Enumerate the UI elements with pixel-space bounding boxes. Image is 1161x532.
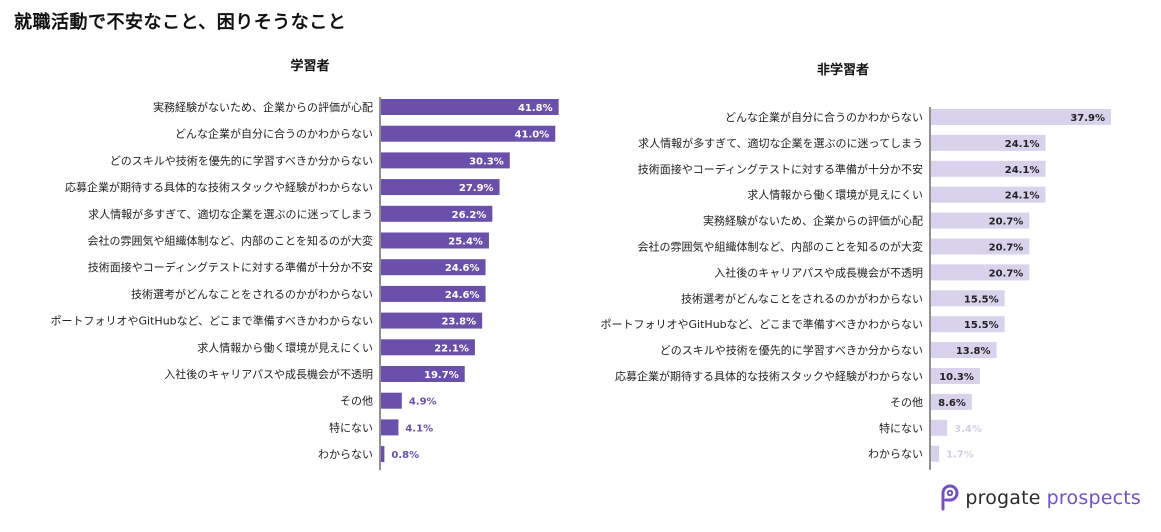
non-student-category-label: 実務経験がないため、企業からの評価が心配 bbox=[703, 214, 923, 228]
student-category-label: どのスキルや技術を優先的に学習すべきか分からない bbox=[110, 153, 373, 167]
non-student-chart-title: 非学習者 bbox=[816, 63, 869, 78]
student-bar bbox=[381, 339, 475, 356]
student-bar bbox=[381, 232, 489, 249]
student-bar bbox=[381, 446, 385, 463]
non-student-category-label: わからない bbox=[868, 448, 923, 461]
non-student-bar bbox=[931, 160, 1046, 177]
non-student-bar bbox=[931, 290, 1005, 307]
non-student-bar bbox=[931, 264, 1030, 281]
non-student-bar bbox=[931, 368, 980, 384]
non-student-value-label: 37.9% bbox=[1070, 113, 1105, 124]
brand-word-prospects: prospects bbox=[1046, 487, 1141, 509]
student-category-label: 技術選考がどんなことをされるのかがわからない bbox=[131, 287, 373, 301]
non-student-bar bbox=[931, 342, 997, 359]
student-value-label: 0.8% bbox=[391, 450, 419, 461]
student-bar bbox=[381, 366, 465, 382]
non-student-category-label: ポートフォリオやGitHubなど、どこまで準備すべきかわからない bbox=[601, 317, 923, 331]
non-student-value-label: 20.7% bbox=[989, 268, 1024, 279]
student-bar bbox=[381, 259, 486, 276]
non-student-bar bbox=[931, 238, 1030, 255]
student-value-label: 24.6% bbox=[445, 290, 480, 301]
brand-word-progate: progate bbox=[965, 487, 1041, 509]
student-value-label: 25.4% bbox=[448, 237, 483, 248]
brand-logo: progate prospects bbox=[935, 484, 1141, 512]
student-category-label: 技術面接やコーディングテストに対する準備が十分か不安 bbox=[88, 260, 373, 274]
non-student-category-label: 会社の雰囲気や組織体制など、内部のことを知るのが大変 bbox=[638, 240, 923, 254]
non-student-value-label: 1.7% bbox=[946, 450, 974, 461]
student-bar-chart: 実務経験がないため、企業からの評価が心配 41.8% どんな企業が自分に合うのかわか… bbox=[51, 97, 559, 471]
student-value-label: 26.2% bbox=[452, 210, 487, 221]
non-student-category-label: 特にない bbox=[879, 421, 923, 435]
student-value-label: 27.9% bbox=[459, 183, 494, 194]
non-student-value-label: 8.6% bbox=[938, 398, 966, 409]
student-value-label: 24.6% bbox=[445, 263, 480, 274]
student-value-label: 19.7% bbox=[424, 370, 459, 381]
student-value-label: 41.0% bbox=[515, 130, 550, 141]
student-bar bbox=[381, 125, 556, 142]
non-student-value-label: 3.4% bbox=[954, 424, 982, 435]
non-student-category-label: 応募企業が期待する具体的な技術スタックや経験がわからない bbox=[615, 369, 923, 383]
student-value-label: 23.8% bbox=[441, 317, 476, 328]
student-bar bbox=[381, 392, 402, 409]
student-bar bbox=[381, 312, 483, 329]
non-student-bar bbox=[931, 109, 1112, 125]
student-value-label: 4.9% bbox=[409, 397, 437, 408]
non-student-value-label: 24.1% bbox=[1005, 191, 1040, 202]
non-student-bar-chart: どんな企業が自分に合うのかわからない 37.9% 求人情報が多すぎて、適切な企業を選… bbox=[601, 107, 1112, 470]
student-value-label: 22.1% bbox=[434, 343, 469, 354]
student-category-label: 求人情報から働く環境が見えにくい bbox=[197, 340, 373, 354]
page-title: 就職活動で不安なこと、困りそうなこと bbox=[14, 12, 347, 33]
non-student-category-label: 求人情報から働く環境が見えにくい bbox=[747, 188, 923, 202]
non-student-bar bbox=[931, 393, 972, 410]
student-value-label: 4.1% bbox=[405, 423, 433, 434]
non-student-category-label: その他 bbox=[890, 396, 923, 409]
non-student-category-label: どんな企業が自分に合うのかわからない bbox=[725, 110, 923, 124]
student-chart-title: 学習者 bbox=[290, 59, 330, 74]
non-student-bar bbox=[931, 419, 948, 436]
non-student-bar bbox=[931, 134, 1046, 151]
student-category-label: 応募企業が期待する具体的な技術スタックや経験がわからない bbox=[65, 180, 373, 194]
non-student-value-label: 15.5% bbox=[964, 320, 999, 331]
non-student-bar bbox=[931, 316, 1005, 333]
non-student-bar bbox=[931, 212, 1030, 229]
non-student-category-label: 求人情報が多すぎて、適切な企業を選ぶのに迷ってしまう bbox=[638, 136, 923, 150]
non-student-value-label: 20.7% bbox=[989, 243, 1024, 254]
student-category-label: どんな企業が自分に合うのかわからない bbox=[175, 127, 373, 141]
student-category-label: 入社後のキャリアパスや成長機会が不透明 bbox=[164, 367, 373, 381]
non-student-bar bbox=[931, 445, 940, 462]
student-category-label: 会社の雰囲気や組織体制など、内部のことを知るのが大変 bbox=[88, 234, 373, 248]
non-student-value-label: 24.1% bbox=[1005, 165, 1040, 176]
non-student-value-label: 20.7% bbox=[989, 217, 1024, 228]
student-bar bbox=[381, 179, 500, 196]
student-value-label: 30.3% bbox=[469, 156, 504, 167]
non-student-value-label: 10.3% bbox=[939, 372, 974, 383]
non-student-bar bbox=[931, 186, 1046, 203]
student-category-label: わからない bbox=[318, 448, 373, 461]
non-student-value-label: 13.8% bbox=[956, 346, 991, 357]
student-bar bbox=[381, 285, 486, 302]
student-value-label: 41.8% bbox=[518, 103, 553, 114]
student-bar bbox=[381, 419, 399, 436]
student-bar bbox=[381, 99, 559, 115]
non-student-value-label: 15.5% bbox=[964, 294, 999, 305]
student-category-label: 実務経験がないため、企業からの評価が心配 bbox=[153, 100, 373, 114]
non-student-category-label: 入社後のキャリアパスや成長機会が不透明 bbox=[714, 265, 923, 279]
non-student-category-label: どのスキルや技術を優先的に学習すべきか分からない bbox=[660, 343, 923, 357]
progate-logo-icon bbox=[941, 484, 959, 511]
student-bar bbox=[381, 152, 510, 169]
student-category-label: 求人情報が多すぎて、適切な企業を選ぶのに迷ってしまう bbox=[88, 207, 373, 221]
non-student-category-label: 技術選考がどんなことをされるのかがわからない bbox=[681, 291, 923, 305]
student-category-label: ポートフォリオやGitHubなど、どこまで準備すべきかわからない bbox=[51, 314, 373, 328]
student-category-label: 特にない bbox=[329, 420, 373, 434]
non-student-category-label: 技術面接やコーディングテストに対する準備が十分か不安 bbox=[638, 162, 923, 176]
non-student-value-label: 24.1% bbox=[1005, 139, 1040, 150]
student-bar bbox=[381, 205, 493, 222]
student-category-label: その他 bbox=[340, 395, 373, 408]
